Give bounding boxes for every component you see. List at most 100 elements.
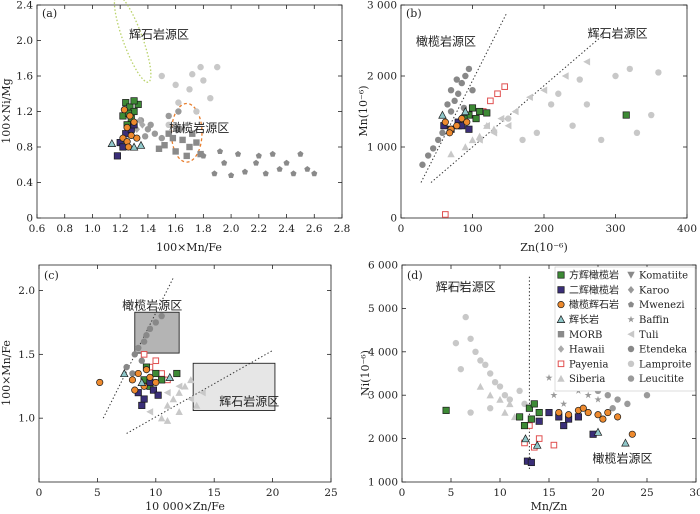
x-tick-label: 10 bbox=[149, 487, 162, 499]
data-point bbox=[576, 76, 583, 83]
data-point bbox=[496, 383, 504, 390]
x-tick-label: 2.4 bbox=[278, 223, 295, 235]
data-point bbox=[152, 369, 160, 378]
data-point bbox=[569, 122, 576, 129]
data-point bbox=[133, 134, 141, 142]
data-point bbox=[169, 395, 178, 403]
data-point bbox=[550, 441, 558, 449]
y-tick-label: 1.5 bbox=[18, 349, 35, 361]
data-point bbox=[458, 79, 465, 87]
annotation-peridotite-b: 橄榄岩源区 bbox=[416, 33, 476, 48]
data-point bbox=[614, 396, 621, 403]
data-point bbox=[152, 357, 160, 365]
data-point bbox=[555, 409, 563, 417]
data-point bbox=[186, 86, 193, 93]
data-point bbox=[165, 372, 175, 381]
x-tick-label: 0 bbox=[398, 223, 405, 235]
data-point bbox=[633, 129, 641, 136]
data-point bbox=[438, 110, 447, 119]
data-point bbox=[483, 122, 491, 129]
data-point bbox=[211, 170, 218, 177]
legend-label: Komatiite bbox=[639, 271, 688, 282]
chart-panel-c: 0 5 10 15 20 25 1.0 1.5 2.0 (c) 橄榄岩源区 辉石岩源区 10 0… bbox=[0, 264, 338, 513]
data-point bbox=[487, 405, 494, 412]
data-point bbox=[506, 400, 514, 408]
data-point bbox=[648, 111, 655, 119]
data-point bbox=[283, 159, 290, 166]
data-point bbox=[487, 370, 494, 377]
plot-frame-c bbox=[38, 264, 332, 483]
data-point bbox=[192, 401, 201, 409]
data-point bbox=[442, 406, 450, 414]
x-tick-label: 1.2 bbox=[112, 223, 129, 235]
x-tick-label: 5 bbox=[94, 487, 101, 499]
data-point bbox=[477, 357, 484, 364]
source-region-box bbox=[192, 362, 276, 411]
data-point bbox=[530, 400, 538, 408]
data-point bbox=[604, 392, 611, 399]
data-point bbox=[129, 370, 136, 377]
data-point bbox=[626, 65, 633, 73]
data-point bbox=[297, 150, 304, 157]
data-point bbox=[186, 143, 193, 151]
data-point bbox=[447, 150, 455, 158]
x-tick-label: 2.8 bbox=[334, 223, 351, 235]
data-point bbox=[173, 369, 181, 378]
data-point bbox=[253, 159, 260, 166]
data-point bbox=[157, 414, 166, 422]
data-point bbox=[163, 417, 172, 424]
data-point bbox=[593, 427, 603, 436]
data-point bbox=[311, 170, 318, 177]
data-point bbox=[550, 391, 558, 399]
data-point bbox=[138, 357, 145, 364]
legend-label: Lamproite bbox=[639, 359, 692, 370]
data-point bbox=[599, 415, 607, 423]
legend-label: Siberia bbox=[569, 374, 605, 385]
data-point bbox=[452, 339, 460, 347]
data-point bbox=[169, 134, 177, 142]
y-tick-label: 0.4 bbox=[16, 177, 33, 189]
x-tick-label: 300 bbox=[605, 223, 625, 235]
data-point bbox=[107, 139, 117, 147]
data-point bbox=[461, 107, 470, 116]
data-point bbox=[490, 125, 498, 133]
y-tick-label: 1 000 bbox=[368, 477, 398, 489]
data-point bbox=[496, 395, 504, 403]
data-point bbox=[491, 378, 499, 386]
data-point bbox=[511, 107, 519, 116]
data-point bbox=[486, 391, 494, 399]
guide-lines-b bbox=[420, 14, 604, 183]
data-point bbox=[152, 378, 160, 386]
y-tick-label: 1 000 bbox=[367, 142, 397, 154]
data-point bbox=[139, 121, 146, 129]
data-point bbox=[467, 409, 474, 416]
ticks-a: 0.6 0.8 1.0 1.2 1.4 1.6 1.8 2.0 2.2 2.4 2.6 2.8 0 0.4… bbox=[16, 0, 350, 235]
data-point bbox=[147, 121, 154, 129]
data-point bbox=[140, 351, 148, 358]
data-point bbox=[565, 411, 573, 419]
data-point bbox=[130, 118, 138, 126]
data-point bbox=[193, 108, 200, 115]
data-point bbox=[446, 129, 454, 137]
data-point bbox=[214, 63, 221, 71]
annotation-pyroxenite-d: 辉石岩源区 bbox=[436, 279, 496, 294]
data-point bbox=[183, 152, 190, 160]
chart-panel-a: 0.6 0.8 1.0 1.2 1.4 1.6 1.8 2.0 2.2 2.4 2.6 2.8 0 0.4… bbox=[0, 0, 350, 254]
data-point bbox=[487, 97, 494, 105]
x-tick-label: 0.8 bbox=[56, 223, 73, 235]
data-point bbox=[468, 104, 477, 112]
data-point bbox=[472, 115, 480, 123]
data-point bbox=[113, 152, 121, 160]
data-point bbox=[158, 134, 165, 142]
data-point bbox=[152, 319, 159, 326]
data-point bbox=[453, 76, 460, 83]
data-point bbox=[655, 69, 662, 76]
data-point bbox=[472, 348, 479, 355]
data-point bbox=[151, 130, 159, 137]
y-tick-label: 0 bbox=[26, 213, 33, 225]
data-point bbox=[181, 382, 189, 390]
data-point bbox=[560, 422, 568, 430]
x-axis-label-b: Zn(10⁻⁶) bbox=[520, 241, 568, 254]
data-point bbox=[126, 112, 134, 120]
